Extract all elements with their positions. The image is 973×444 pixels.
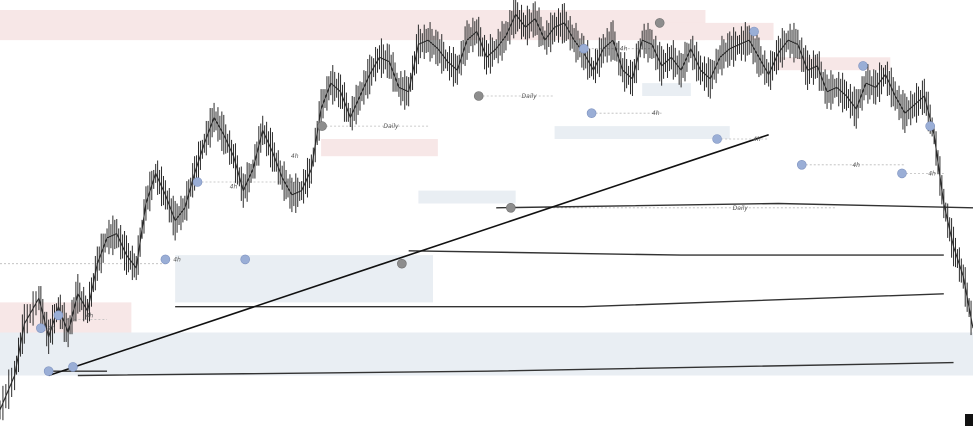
annotation-label-10: 4h: [852, 162, 860, 169]
pivot-marker-13: [654, 18, 665, 28]
guides-layer: [0, 48, 944, 321]
zone-9: [642, 83, 691, 96]
pivot-marker-14: [712, 134, 722, 144]
annotation-label-2: 4h: [173, 256, 181, 263]
zone-2: [0, 332, 973, 376]
pivot-marker-16: [796, 160, 807, 170]
annotation-label-5: Daily: [383, 123, 399, 130]
zone-7: [642, 22, 774, 41]
levels-layer: [48, 202, 973, 377]
annotation-label-9: 4h: [753, 136, 761, 143]
annotation-label-0: 4h: [48, 325, 56, 332]
pivot-marker-19: [925, 121, 935, 131]
pivot-marker-10: [506, 203, 516, 213]
annotations-layer: 4h 4h 4h 4h 4h Daily Daily 4h 4h 4h 4h 4h Daily: [48, 46, 936, 333]
trendline-layer: [48, 133, 769, 377]
annotation-label-12: Daily: [733, 205, 749, 212]
pivot-marker-3: [68, 362, 78, 372]
price-series-line: [0, 13, 973, 411]
pivot-marker-18: [897, 168, 907, 179]
level-line-2: [175, 293, 944, 308]
pivot-marker-8: [397, 258, 407, 269]
zone-3: [175, 255, 433, 303]
zone-4: [321, 139, 438, 157]
level-line-1: [77, 361, 954, 377]
pivot-marker-4: [160, 254, 171, 265]
pivot-marker-1: [53, 310, 64, 321]
level-line-4: [496, 202, 973, 209]
annotation-label-8: 4h: [652, 110, 660, 117]
pivot-marker-0: [36, 323, 46, 334]
pivot-marker-6: [240, 254, 250, 265]
trendline: [48, 133, 769, 377]
zone-5: [418, 190, 516, 204]
zone-0: [0, 10, 706, 41]
price-layer: [0, 0, 973, 421]
pivot-marker-12: [586, 108, 597, 118]
annotation-label-4: 4h: [291, 153, 299, 160]
pivot-marker-7: [317, 121, 327, 131]
annotation-label-11: 4h: [928, 170, 936, 177]
zone-6: [554, 126, 730, 139]
pivot-marker-17: [858, 61, 868, 71]
annotation-label-3: 4h: [230, 183, 238, 190]
pivots-layer: [36, 18, 935, 377]
pivot-marker-5: [192, 177, 203, 187]
pivot-marker-2: [43, 366, 54, 377]
zones-layer: [0, 10, 973, 376]
level-line-3: [408, 250, 944, 256]
pivot-marker-15: [749, 26, 759, 37]
pivot-marker-11: [578, 43, 589, 54]
zone-8: [773, 57, 891, 71]
corner-marker: [965, 414, 973, 426]
pivot-marker-9: [473, 91, 484, 101]
annotation-label-1: 4h: [86, 312, 94, 319]
annotation-label-7: 4h: [620, 46, 628, 53]
annotation-label-6: Daily: [522, 93, 538, 100]
